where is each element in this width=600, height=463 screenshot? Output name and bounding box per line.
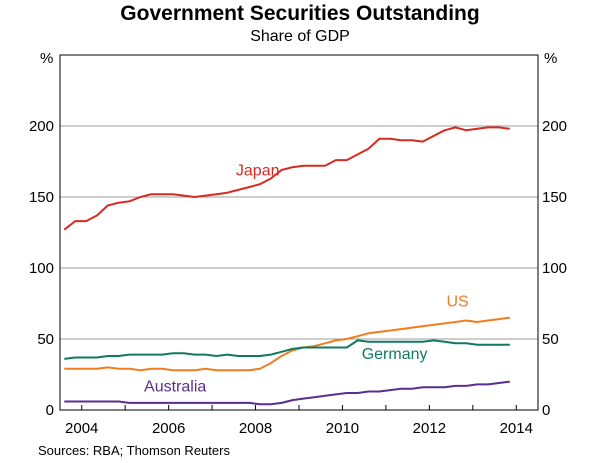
plot-frame xyxy=(59,54,539,411)
y-axis-unit-left: % xyxy=(40,50,54,67)
y-tick-label-left: 200 xyxy=(29,118,54,135)
x-tick-label: 2006 xyxy=(152,420,185,437)
y-tick-label-left: 0 xyxy=(46,402,54,419)
x-tick-label: 2010 xyxy=(326,420,359,437)
x-tick-label: 2012 xyxy=(413,420,446,437)
y-tick-label-left: 50 xyxy=(37,331,54,348)
chart-title: Government Securities Outstanding xyxy=(120,2,480,25)
series-line-australia xyxy=(64,380,510,406)
series-label-australia: Australia xyxy=(144,379,206,396)
x-tick-label: 2014 xyxy=(500,420,533,437)
y-tick-label-right: 100 xyxy=(542,260,567,277)
chart-subtitle: Share of GDP xyxy=(250,28,350,45)
series-line-germany xyxy=(64,339,510,360)
series-label-us: US xyxy=(446,293,468,310)
y-tick-label-left: 100 xyxy=(29,260,54,277)
y-tick-label-right: 200 xyxy=(542,118,567,135)
series-line-japan xyxy=(63,126,510,231)
source-note: Sources: RBA; Thomson Reuters xyxy=(38,443,230,458)
x-tick-label: 2008 xyxy=(239,420,272,437)
y-tick-label-right: 0 xyxy=(542,402,550,419)
x-tick-label: 2004 xyxy=(65,420,98,437)
series-label-germany: Germany xyxy=(362,346,428,363)
y-tick-label-right: 50 xyxy=(542,331,559,348)
y-tick-label-left: 150 xyxy=(29,189,54,206)
series-line-us xyxy=(64,316,510,372)
series-label-japan: Japan xyxy=(236,163,280,180)
y-axis-unit-right: % xyxy=(544,50,558,67)
y-tick-label-right: 150 xyxy=(542,189,567,206)
